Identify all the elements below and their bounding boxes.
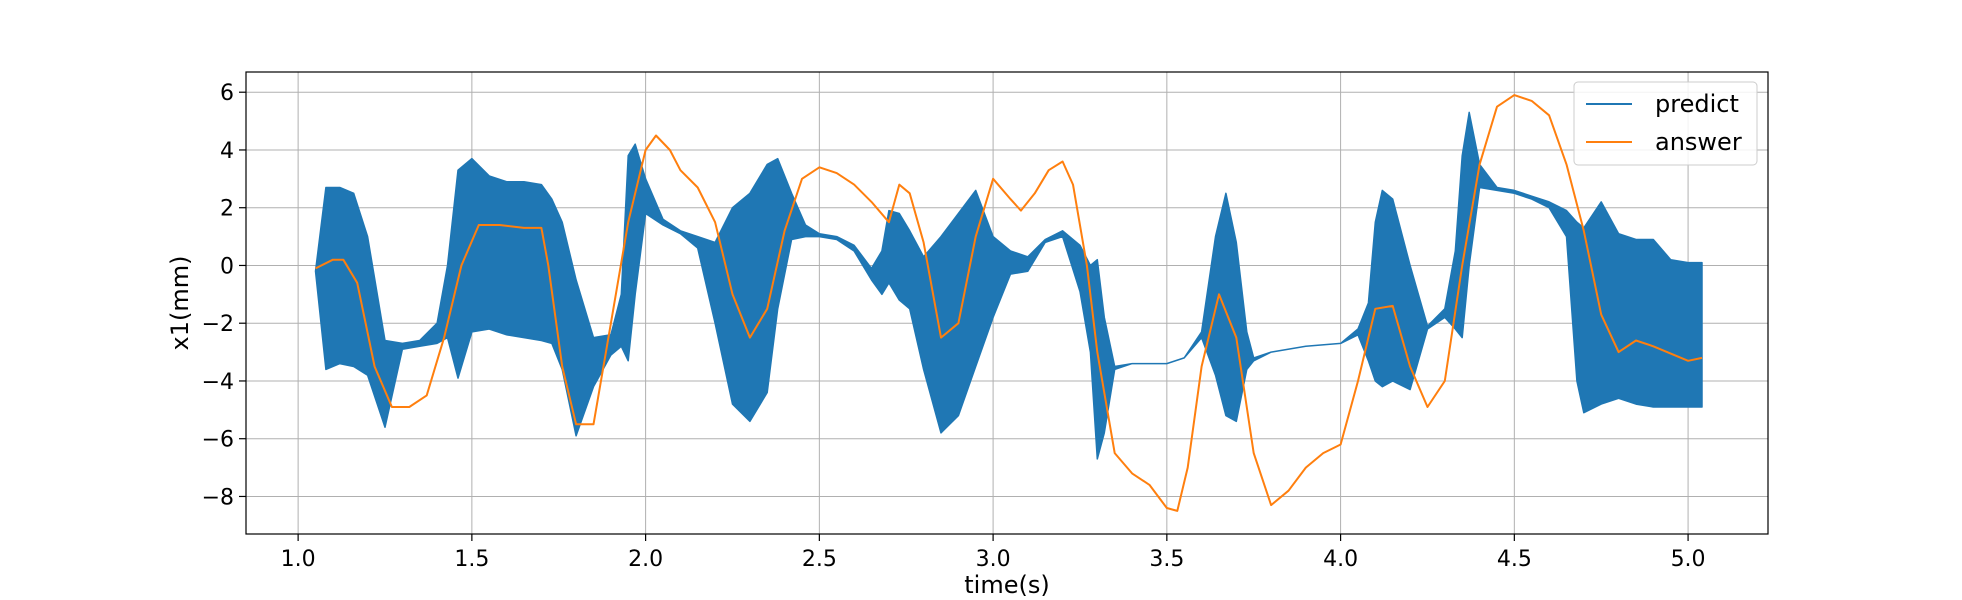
x-tick-label: 4.5 (1497, 547, 1532, 572)
x-tick-label: 3.0 (976, 547, 1011, 572)
x-tick-label: 5.0 (1671, 547, 1706, 572)
y-tick-label: −4 (202, 370, 234, 395)
legend-label-answer: answer (1655, 128, 1742, 156)
y-tick-label: −6 (202, 428, 234, 453)
y-tick-label: −2 (202, 312, 234, 337)
x-tick-label: 3.5 (1149, 547, 1184, 572)
x-tick-label: 2.5 (802, 547, 837, 572)
x-axis: 1.0 1.5 2.0 2.5 3.0 3.5 4.0 4.5 5.0 (281, 534, 1706, 572)
y-tick-label: −8 (202, 485, 234, 510)
y-tick-label: 4 (220, 139, 234, 164)
series-predict-band (314, 111, 1703, 460)
y-tick-label: 6 (220, 81, 234, 106)
x-tick-label: 2.0 (628, 547, 663, 572)
plot-frame (245, 71, 1769, 535)
legend-box (1573, 81, 1758, 166)
y-axis-label: x1(mm) (166, 256, 194, 351)
x-tick-label: 1.5 (454, 547, 489, 572)
y-axis: −8 −6 −4 −2 0 2 4 6 (202, 81, 246, 510)
legend-label-predict: predict (1655, 90, 1739, 118)
series-answer-line (315, 94, 1703, 512)
y-tick-label: 0 (220, 254, 234, 279)
plot-area (314, 94, 1703, 512)
x-axis-label: time(s) (964, 571, 1049, 599)
x-tick-label: 4.0 (1323, 547, 1358, 572)
y-tick-label: 2 (220, 197, 234, 222)
x-tick-label: 1.0 (281, 547, 316, 572)
legend: predict answer (1573, 81, 1758, 166)
